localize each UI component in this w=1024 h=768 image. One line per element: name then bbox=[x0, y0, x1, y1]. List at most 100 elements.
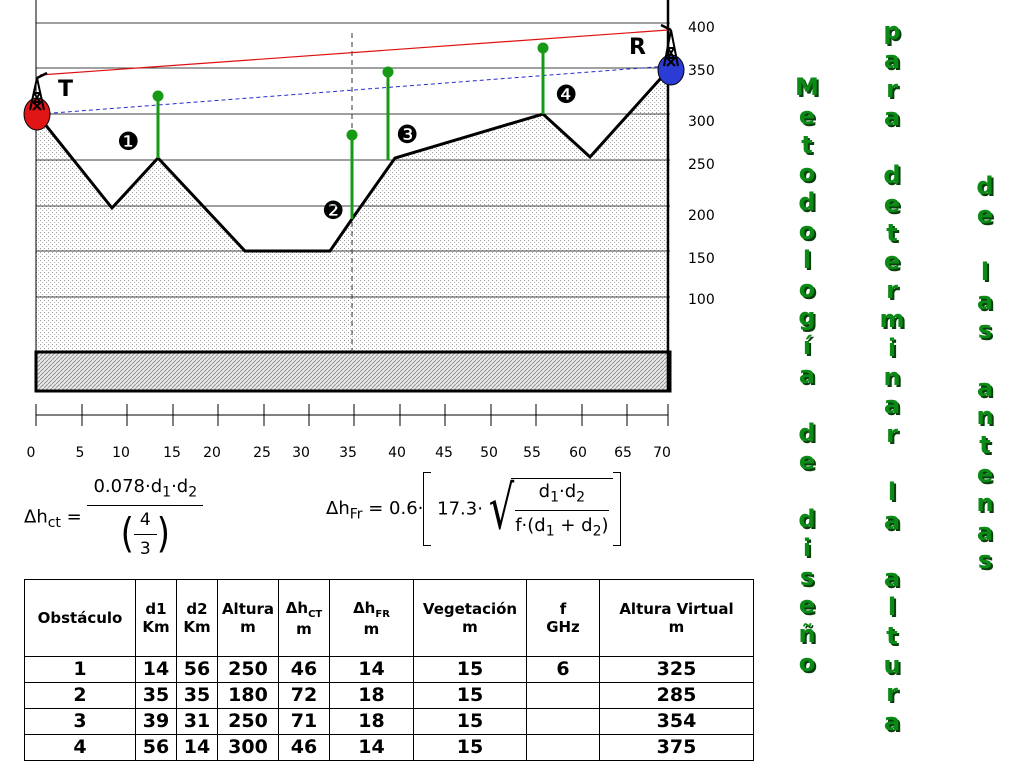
cell: 46 bbox=[278, 656, 330, 683]
formula-equals: = bbox=[60, 506, 88, 528]
vertical-title-letter: . bbox=[870, 535, 914, 564]
vertical-title-letter: M bbox=[795, 73, 819, 101]
vertical-title-letter: e bbox=[798, 591, 816, 620]
vertical-title-letter: ñ bbox=[798, 620, 816, 649]
vertical-title-letter: í bbox=[802, 332, 812, 361]
vertical-title-letter: g bbox=[798, 303, 816, 332]
obstacle-table: Obstáculo d1 Km d2 Km Altura m ΔhCT m ΔhFR m … bbox=[24, 579, 754, 761]
cell: 250 bbox=[217, 656, 279, 683]
formula-root-denominator: f·(d bbox=[515, 515, 546, 536]
cell: 14 bbox=[329, 656, 414, 683]
formula-root-numerator-mid: ·d bbox=[559, 481, 577, 503]
formula-root-denominator-close: ) bbox=[601, 515, 609, 536]
distance-scale: 0 5 10 15 20 25 30 35 40 45 50 55 60 65 … bbox=[27, 445, 671, 461]
distance-label: 15 bbox=[163, 445, 181, 461]
vertical-title-letter: s bbox=[977, 315, 993, 344]
height-label: 100 bbox=[688, 292, 715, 308]
vertical-title-letter: d bbox=[976, 172, 994, 200]
formula-sub: 2 bbox=[576, 490, 586, 506]
header-dh-fr: ΔhFR m bbox=[329, 579, 414, 657]
height-label: 350 bbox=[688, 63, 715, 79]
cell: 31 bbox=[176, 708, 218, 735]
vertical-title-letter: o bbox=[798, 216, 816, 245]
cell bbox=[526, 682, 600, 709]
height-label: 300 bbox=[688, 114, 715, 130]
distance-label: 65 bbox=[614, 445, 632, 461]
formula-coefficient: 17.3· bbox=[437, 498, 483, 520]
vertical-title-letter: a bbox=[883, 391, 901, 420]
formula-sub: 1 bbox=[545, 523, 555, 540]
cell: 3 bbox=[24, 708, 136, 735]
cell: 250 bbox=[217, 708, 279, 735]
vertical-title-letter: a bbox=[976, 373, 994, 402]
formula-lhs-sub: Fr bbox=[349, 506, 363, 523]
vertical-title-letter: u bbox=[883, 650, 901, 679]
distance-label: 50 bbox=[480, 445, 498, 461]
cell: 72 bbox=[278, 682, 330, 709]
distance-label: 0 bbox=[27, 445, 36, 461]
vertical-title-letter: a bbox=[883, 45, 901, 74]
distance-label: 70 bbox=[653, 445, 671, 461]
vertical-title-letter: m bbox=[879, 304, 905, 333]
line-of-sight-red bbox=[39, 29, 669, 76]
receiver-label: R bbox=[629, 35, 646, 60]
transmitter-label: T bbox=[58, 77, 73, 102]
vertical-title-letter: a bbox=[883, 564, 901, 593]
vertical-title-letter: o bbox=[798, 648, 816, 677]
vertical-title-letter: r bbox=[886, 74, 898, 103]
cell: 46 bbox=[278, 734, 330, 761]
distance-label: 40 bbox=[388, 445, 406, 461]
table-row: 4 56 14 300 46 14 15 375 bbox=[24, 734, 754, 761]
header-altura: Altura m bbox=[217, 579, 279, 657]
formula-earth-curvature: Δhct = 0.078·d1·d2 (4 3) bbox=[24, 476, 204, 559]
distance-label: 10 bbox=[112, 445, 130, 461]
formula-k-den: 3 bbox=[139, 538, 151, 559]
distance-label: 30 bbox=[292, 445, 310, 461]
formula-equals: = 0.6· bbox=[362, 498, 424, 519]
formula-root-denominator-plus: + d bbox=[554, 515, 593, 536]
cell: 14 bbox=[176, 734, 218, 761]
vertical-title-letter: l bbox=[980, 258, 990, 287]
cell: 2 bbox=[24, 682, 136, 709]
vertical-title-letter: o bbox=[798, 159, 816, 188]
vertical-title-letter: . bbox=[963, 230, 1007, 259]
height-label: 200 bbox=[688, 208, 715, 224]
height-label: 400 bbox=[688, 20, 715, 36]
table-row: 3 39 31 250 71 18 15 354 bbox=[24, 708, 754, 735]
table-row: 1 14 56 250 46 14 15 6 325 bbox=[24, 656, 754, 683]
transmitter-tower bbox=[23, 71, 51, 131]
cell: 1 bbox=[24, 656, 136, 683]
obstacle-marker-3: ❸ bbox=[396, 120, 418, 149]
distance-label: 35 bbox=[339, 445, 357, 461]
obstacle-marker-2: ❷ bbox=[322, 196, 344, 225]
distance-label: 45 bbox=[435, 445, 453, 461]
vertical-title-letter: d bbox=[798, 188, 816, 217]
cell: 15 bbox=[413, 682, 527, 709]
vertical-title-letter: a bbox=[976, 287, 994, 316]
header-frequency: f GHz bbox=[526, 579, 600, 657]
vertical-title-letter: i bbox=[887, 333, 897, 362]
obstacle-marker-4: ❹ bbox=[555, 80, 577, 109]
formula-sub: 2 bbox=[592, 523, 602, 540]
vertical-title-letter: t bbox=[979, 431, 991, 460]
terrain-fill bbox=[36, 68, 670, 352]
vertical-title-letter: n bbox=[883, 362, 901, 391]
cell: 285 bbox=[599, 682, 754, 709]
cell: 14 bbox=[135, 656, 177, 683]
vertical-title-letter: . bbox=[963, 345, 1007, 374]
distance-label: 55 bbox=[523, 445, 541, 461]
cell: 18 bbox=[329, 708, 414, 735]
formula-fraction: 0.078·d1·d2 (4 3) bbox=[87, 476, 204, 559]
obstacle-marker-1: ❶ bbox=[117, 127, 139, 156]
formula-lhs-sub: ct bbox=[47, 514, 61, 531]
vertical-title-letter: d bbox=[798, 504, 816, 533]
obstacle-poles bbox=[152, 42, 549, 219]
formula-k-num: 4 bbox=[133, 510, 157, 535]
formula-fresnel: ΔhFr = 0.6· 17.3· √ d1·d2 f·(d1 + d2) bbox=[326, 472, 621, 546]
distance-label: 60 bbox=[569, 445, 587, 461]
receiver-tower bbox=[657, 23, 685, 86]
cell: 325 bbox=[599, 656, 754, 683]
vertical-title-letter: a bbox=[883, 708, 901, 737]
vertical-title-letter: r bbox=[886, 276, 898, 305]
